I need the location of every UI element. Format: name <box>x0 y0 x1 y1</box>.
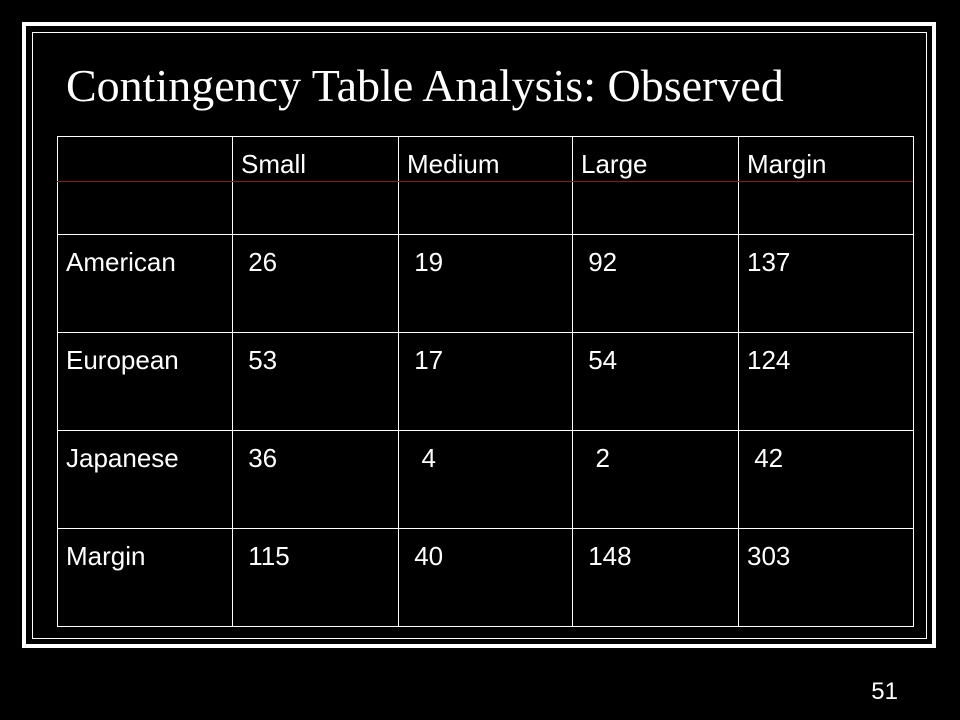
table-cell: 36 <box>232 430 399 529</box>
table-row-margin: Margin 115 40 148 303 <box>57 528 914 627</box>
header-cell-medium: Medium <box>398 136 573 235</box>
header-cell-margin: Margin <box>738 136 914 235</box>
table-row-american: American 26 19 92 137 <box>57 234 914 333</box>
row-label: European <box>57 332 233 431</box>
slide-inner-border <box>32 32 927 639</box>
slide-number: 51 <box>871 678 898 705</box>
header-rule <box>57 181 913 182</box>
contingency-table: Small Medium Large Margin American 26 19… <box>57 136 914 627</box>
table-cell: 40 <box>398 528 573 627</box>
table-header-row: Small Medium Large Margin <box>57 136 914 235</box>
row-label: Margin <box>57 528 233 627</box>
table-cell: 137 <box>738 234 914 333</box>
header-cell-small: Small <box>232 136 399 235</box>
table-cell: 124 <box>738 332 914 431</box>
table-row-european: European 53 17 54 124 <box>57 332 914 431</box>
table-cell: 4 <box>398 430 573 529</box>
table-cell: 53 <box>232 332 399 431</box>
row-label: Japanese <box>57 430 233 529</box>
table-cell: 148 <box>572 528 739 627</box>
table-cell: 92 <box>572 234 739 333</box>
table-cell: 26 <box>232 234 399 333</box>
table-cell: 303 <box>738 528 914 627</box>
table-cell: 19 <box>398 234 573 333</box>
row-label: American <box>57 234 233 333</box>
table-cell: 115 <box>232 528 399 627</box>
table-cell: 42 <box>738 430 914 529</box>
table-cell: 17 <box>398 332 573 431</box>
slide-outer-border <box>22 22 936 648</box>
table-cell: 2 <box>572 430 739 529</box>
header-cell-corner <box>57 136 233 235</box>
table-cell: 54 <box>572 332 739 431</box>
header-cell-large: Large <box>572 136 739 235</box>
table-row-japanese: Japanese 36 4 2 42 <box>57 430 914 529</box>
slide-title: Contingency Table Analysis: Observed <box>66 60 784 111</box>
